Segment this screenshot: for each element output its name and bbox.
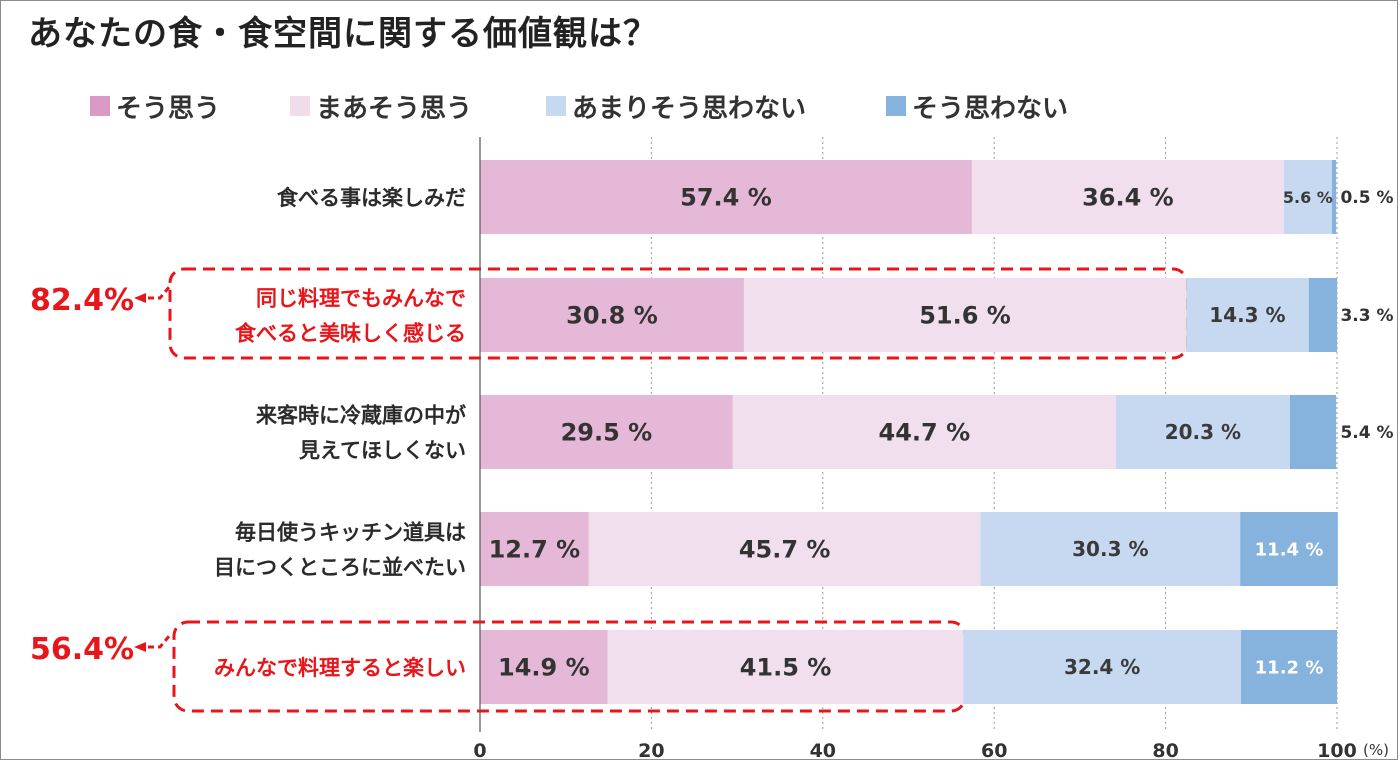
legend-swatch-strongly-agree [90, 96, 110, 116]
data-label-2-0: 29.5 % [561, 419, 653, 447]
data-label-1-0: 30.8 % [566, 302, 658, 330]
bar-segment-3-0 [480, 512, 589, 586]
data-label-1-3: 3.3 % [1340, 306, 1393, 326]
data-label-1-2: 14.3 % [1209, 303, 1285, 327]
legend-label-somewhat-disagree: あまりそう思わない [572, 93, 807, 124]
data-label-0-1: 36.4 % [1082, 184, 1174, 212]
data-label-3-0: 12.7 % [489, 536, 581, 564]
highlight-box-1 [168, 267, 1189, 360]
x-tick-label-20: 20 [638, 740, 664, 762]
data-label-3-2: 30.3 % [1072, 537, 1148, 561]
legend-item-strongly-agree: そう思う [90, 84, 220, 128]
x-unit-label: (%) [1363, 741, 1389, 759]
data-label-4-2: 32.4 % [1064, 655, 1140, 679]
category-label-3-0: 毎日使うキッチン道具は [235, 521, 466, 545]
bar-segment-3-1 [588, 512, 981, 586]
data-label-0-2: 5.6 % [1283, 188, 1333, 207]
bar-segment-3-2 [980, 512, 1241, 586]
category-label-4-0: みんなで料理すると楽しい [214, 656, 466, 680]
data-label-4-0: 14.9 % [498, 654, 590, 682]
bar-segment-1-2 [1186, 278, 1309, 352]
data-label-2-2: 20.3 % [1165, 420, 1241, 444]
bar-segment-1-3 [1308, 278, 1337, 352]
bar-segment-0-3 [1331, 160, 1337, 234]
bar-segment-1-0 [480, 278, 744, 352]
data-label-2-1: 44.7 % [879, 419, 971, 447]
bar-segment-0-1 [971, 160, 1284, 234]
bar-segment-4-0 [480, 630, 608, 704]
bar-segment-2-2 [1115, 395, 1290, 469]
legend-swatch-disagree [886, 96, 906, 116]
bar-segment-2-3 [1289, 395, 1337, 469]
annotation-arrowhead-4 [134, 642, 146, 652]
category-label-1-1: 食べると美味しく感じる [235, 322, 466, 346]
legend-swatch-somewhat-agree [290, 96, 310, 116]
bar-segment-2-1 [732, 395, 1116, 469]
data-label-0-0: 57.4 % [680, 184, 772, 212]
annotation-connector-1 [148, 285, 172, 300]
category-label-2-1: 見えてほしくない [299, 439, 466, 463]
legend-item-somewhat-agree: まあそう思う [290, 84, 472, 128]
highlight-box-4 [172, 620, 967, 713]
x-tick-label-100: 100 [1317, 740, 1357, 762]
bar-segment-2-0 [480, 395, 733, 469]
category-label-2-0: 来客時に冷蔵庫の中が [256, 404, 466, 428]
data-label-4-1: 41.5 % [740, 654, 832, 682]
bar-segment-0-2 [1283, 160, 1332, 234]
annotation-arrowhead-1 [134, 293, 146, 303]
category-label-1-0: 同じ料理でもみんなで [256, 287, 466, 311]
annotation-connector-4 [148, 634, 172, 649]
bar-segment-4-2 [963, 630, 1242, 704]
annotation-1: 82.4% [30, 283, 134, 318]
bar-segment-1-1 [743, 278, 1187, 352]
data-label-3-3: 11.4 % [1255, 539, 1324, 560]
legend-label-strongly-agree: そう思う [116, 93, 221, 124]
x-tick-label-60: 60 [981, 740, 1007, 762]
legend-item-somewhat-disagree: あまりそう思わない [546, 84, 806, 128]
legend-label-disagree: そう思わない [912, 93, 1069, 124]
bar-segment-4-1 [607, 630, 964, 704]
legend-label-somewhat-agree: まあそう思う [316, 93, 473, 124]
x-tick-label-40: 40 [810, 740, 836, 762]
category-label-0-0: 食べる事は楽しみだ [277, 186, 466, 210]
bar-segment-0-0 [480, 160, 972, 234]
annotation-4: 56.4% [30, 632, 134, 667]
x-tick-label-0: 0 [473, 740, 486, 762]
chart-title: あなたの食・食空間に関する価値観は？ [28, 14, 658, 54]
legend-swatch-somewhat-disagree [546, 96, 566, 116]
category-label-3-1: 目につくところに並べたい [214, 556, 466, 580]
data-label-3-1: 45.7 % [739, 536, 831, 564]
legend-item-disagree: そう思わない [886, 84, 1068, 128]
legend: そう思う まあそう思う あまりそう思わない そう思わない [0, 84, 1400, 128]
data-label-4-3: 11.2 % [1255, 657, 1324, 678]
data-label-2-3: 5.4 % [1340, 423, 1393, 443]
x-tick-label-80: 80 [1152, 740, 1178, 762]
data-label-0-3: 0.5 % [1340, 188, 1393, 208]
bar-segment-3-3 [1240, 512, 1338, 586]
bar-segment-4-3 [1241, 630, 1337, 704]
data-label-1-1: 51.6 % [919, 302, 1011, 330]
